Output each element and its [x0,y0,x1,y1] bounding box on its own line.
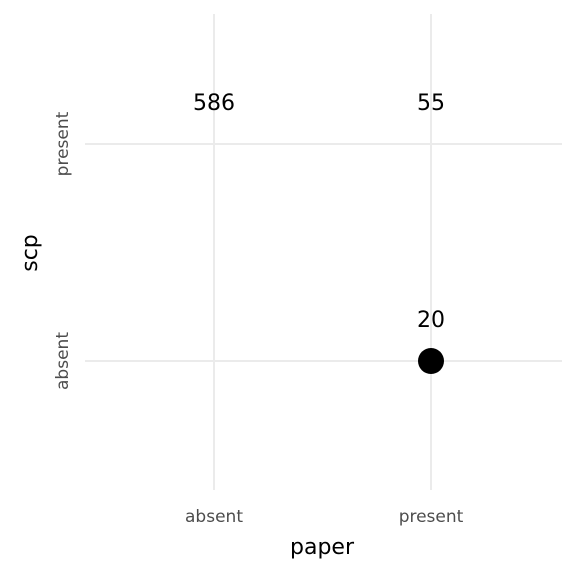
count-label-present-absent: 20 [417,308,445,333]
count-label-present-present: 55 [417,91,445,116]
tick-layer: absent present absent present [53,111,464,527]
y-tick-label-present: present [53,111,73,176]
marks-layer: 586 55 20 [193,91,445,374]
x-tick-label-present: present [399,507,464,527]
count-label-absent-present: 586 [193,91,235,116]
x-tick-label-absent: absent [185,507,243,527]
y-axis-title: scp [18,234,43,272]
x-axis-title: paper [290,535,355,560]
data-point-present-absent [418,348,444,374]
grid-layer [85,14,562,490]
y-tick-label-absent: absent [53,332,73,390]
